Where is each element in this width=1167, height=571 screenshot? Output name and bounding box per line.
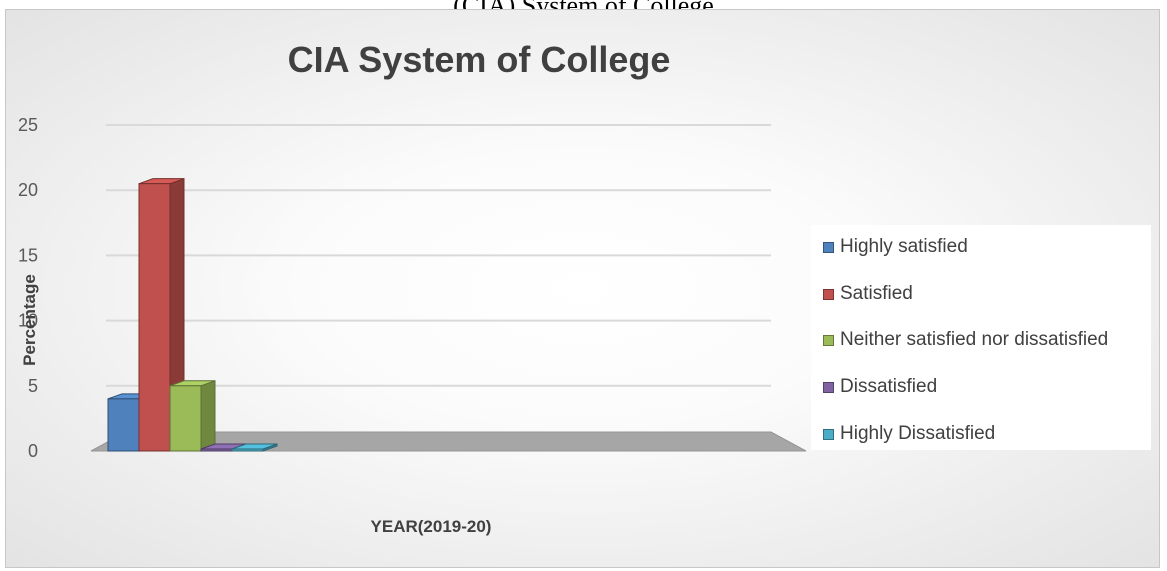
bar-front: [231, 448, 264, 452]
y-tick-label: 20: [18, 180, 38, 200]
chart-canvas: 0 5 10 15 20 25 CIA System of College Percenta…: [18, 39, 807, 536]
legend-label: Highly satisfied: [840, 236, 968, 257]
legend-item: Highly satisfied: [823, 236, 968, 258]
bar-front: [107, 398, 140, 452]
bar-front: [169, 385, 202, 452]
y-tick-label: 5: [28, 376, 38, 396]
legend-item: Neither satisfied nor dissatisfied: [823, 329, 1108, 351]
bar-front: [200, 448, 233, 452]
legend-label: Dissatisfied: [840, 376, 938, 397]
legend-item: Satisfied: [823, 283, 913, 305]
legend-label: Satisfied: [840, 283, 913, 304]
legend-swatch: [823, 381, 834, 393]
y-tick-label: 10: [18, 311, 38, 331]
legend-label: Highly Dissatisfied: [840, 423, 996, 444]
y-tick-label: 15: [18, 245, 38, 265]
y-tick-label: 0: [28, 441, 38, 461]
chart-area: 0 5 10 15 20 25 CIA System of College Percenta…: [5, 9, 1160, 568]
x-axis-label: YEAR(2019-20): [371, 517, 492, 536]
legend-swatch: [823, 334, 834, 346]
legend-item: Highly Dissatisfied: [823, 423, 995, 445]
legend-label: Neither satisfied nor dissatisfied: [840, 329, 1109, 350]
y-tick-label: 25: [18, 115, 38, 135]
legend-swatch: [823, 428, 834, 440]
bar: [231, 443, 278, 452]
legend-swatch: [823, 288, 834, 300]
legend-item: Dissatisfied: [823, 376, 937, 398]
bar: [169, 380, 216, 452]
chart-title: CIA System of College: [288, 39, 671, 80]
bar-side: [200, 380, 216, 452]
grid-layer: 0 5 10 15 20 25: [18, 115, 807, 461]
y-axis-label: Percentage: [20, 274, 39, 366]
bar: [138, 177, 185, 452]
legend-swatch: [823, 241, 834, 253]
chart-legend: Highly satisfied Satisfied Neither satis…: [811, 225, 1151, 450]
bar-front: [138, 183, 171, 452]
